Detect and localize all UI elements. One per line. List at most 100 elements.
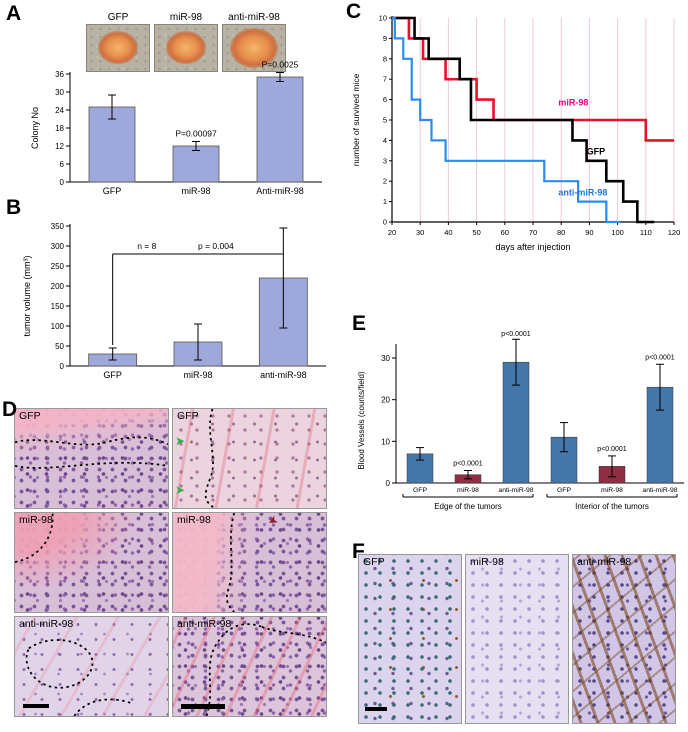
panel-d-label: D <box>2 398 18 421</box>
svg-text:5: 5 <box>383 116 387 125</box>
histology-mir98-1: miR-98 <box>14 512 169 613</box>
svg-text:0: 0 <box>60 362 65 371</box>
histology-anti-mir98-1: anti-miR-98 <box>14 616 169 717</box>
svg-text:GFP: GFP <box>103 186 122 196</box>
svg-text:anti-miR-98: anti-miR-98 <box>558 187 607 197</box>
tumor-boundary-overlay <box>204 409 215 508</box>
tumor-boundary-overlay <box>15 436 168 469</box>
panel-e-label: E <box>352 312 367 335</box>
svg-text:1: 1 <box>383 197 387 206</box>
ihc-label: GFP <box>363 556 385 568</box>
svg-text:GFP: GFP <box>587 147 606 157</box>
svg-text:tumor volume (mm³): tumor volume (mm³) <box>22 255 32 336</box>
svg-text:30: 30 <box>55 88 64 97</box>
svg-text:6: 6 <box>60 160 65 169</box>
ihc-label: anti-miR-98 <box>577 556 632 568</box>
panel-e: E 0 10 20 30 Blood Vessels (counts/field) GFP… <box>348 312 688 538</box>
svg-text:110: 110 <box>640 228 652 237</box>
svg-text:miR-98: miR-98 <box>183 370 212 380</box>
svg-text:number of survived mice: number of survived mice <box>351 73 361 166</box>
colony-image-gfp: GFP <box>86 12 150 72</box>
ihc-label: miR-98 <box>470 556 504 568</box>
svg-text:70: 70 <box>529 228 537 237</box>
svg-text:7: 7 <box>383 75 387 84</box>
svg-text:30: 30 <box>381 354 390 363</box>
svg-text:2: 2 <box>383 177 387 186</box>
svg-text:60: 60 <box>501 228 509 237</box>
svg-text:p<0.0001: p<0.0001 <box>597 446 626 453</box>
svg-text:300: 300 <box>51 242 65 251</box>
svg-text:Anti-miR-98: Anti-miR-98 <box>256 186 304 196</box>
svg-text:50: 50 <box>472 228 480 237</box>
colony-image-anti-mir98: anti-miR-98 <box>222 12 286 72</box>
blood-vessels-bar-chart: 0 10 20 30 Blood Vessels (counts/field) GFP mi… <box>357 331 684 511</box>
svg-text:Interior of the tumors: Interior of the tumors <box>575 502 649 511</box>
green-arrow-icon: ➤ <box>175 483 186 498</box>
survival-step-chart: 20 30 40 50 60 70 80 90 100 110 120 0 1 2 3 4 5 6 7 8 9 10 num… <box>351 14 680 253</box>
svg-text:0: 0 <box>386 479 391 488</box>
svg-text:250: 250 <box>51 262 65 271</box>
ihc-mir98: miR-98 <box>465 554 569 724</box>
panel-f-label: F <box>352 540 365 563</box>
svg-text:Edge of the tumors: Edge of the tumors <box>434 502 502 511</box>
svg-text:18: 18 <box>55 124 64 133</box>
colony-photo-gfp <box>86 24 150 72</box>
histology-label: miR-98 <box>19 514 53 526</box>
svg-text:p<0.0001: p<0.0001 <box>645 354 674 361</box>
svg-text:10: 10 <box>381 437 390 446</box>
svg-text:anti-miR-98: anti-miR-98 <box>642 487 677 494</box>
tumor-boundary-overlay <box>205 623 326 716</box>
svg-text:miR-98: miR-98 <box>181 186 210 196</box>
svg-text:30: 30 <box>416 228 424 237</box>
tumor-boundary-overlay <box>225 513 236 612</box>
ihc-gfp: GFP <box>358 554 462 724</box>
histology-gfp-1: GFP <box>14 408 169 509</box>
svg-text:anti-miR-98: anti-miR-98 <box>260 370 307 380</box>
histology-label: GFP <box>19 410 41 422</box>
svg-text:GFP: GFP <box>413 487 427 494</box>
panel-a: A GFP miR-98 anti-miR-98 0 6 12 18 24 30 36 Col… <box>0 0 340 198</box>
panel-b-label: B <box>6 196 22 219</box>
svg-text:50: 50 <box>55 342 64 351</box>
histology-label: miR-98 <box>177 514 211 526</box>
tumor-boundary-overlay <box>15 513 54 563</box>
colony-label-anti-mir98: anti-miR-98 <box>228 12 280 23</box>
scale-bar <box>23 704 49 708</box>
svg-text:3: 3 <box>383 156 387 165</box>
panel-f: F GFP miR-98 anti-miR-98 <box>348 540 688 732</box>
ihc-anti-mir98: anti-miR-98 <box>572 554 676 724</box>
svg-text:0: 0 <box>60 178 65 187</box>
svg-text:miR-98: miR-98 <box>457 487 479 494</box>
colony-photo-mir98 <box>154 24 218 72</box>
svg-text:200: 200 <box>51 282 65 291</box>
svg-text:GFP: GFP <box>103 370 122 380</box>
panel-c-label: C <box>346 0 362 23</box>
svg-text:Colony No: Colony No <box>30 107 40 149</box>
svg-text:150: 150 <box>51 302 65 311</box>
colony-label-mir98: miR-98 <box>169 12 203 23</box>
svg-text:8: 8 <box>383 54 387 63</box>
svg-text:p<0.0001: p<0.0001 <box>453 461 482 468</box>
svg-text:days after injection: days after injection <box>495 242 570 252</box>
tumor-volume-bar-chart: 0 50 100 150 200 250 300 350 tumor volume (mm³) G… <box>22 222 326 380</box>
svg-text:0: 0 <box>383 218 387 227</box>
histology-mir98-2: miR-98 ➤ <box>172 512 327 613</box>
svg-text:10: 10 <box>379 14 387 23</box>
svg-text:anti-miR-98: anti-miR-98 <box>498 487 533 494</box>
colony-photo-anti-mir98 <box>222 24 286 72</box>
ihc-images: GFP miR-98 anti-miR-98 <box>358 554 676 724</box>
histology-anti-mir98-2: anti-miR-98 <box>172 616 327 717</box>
svg-text:24: 24 <box>55 106 64 115</box>
svg-text:p = 0.004: p = 0.004 <box>198 241 234 251</box>
colony-images: GFP miR-98 anti-miR-98 <box>86 12 286 72</box>
svg-text:90: 90 <box>585 228 593 237</box>
tumor-boundary-overlay <box>25 639 132 716</box>
svg-text:100: 100 <box>51 322 65 331</box>
svg-text:GFP: GFP <box>557 487 571 494</box>
svg-text:p<0.0001: p<0.0001 <box>501 331 530 338</box>
svg-text:Blood Vessels (counts/field): Blood Vessels (counts/field) <box>357 371 366 470</box>
panel-a-label: A <box>6 2 22 25</box>
svg-text:20: 20 <box>388 228 396 237</box>
svg-text:100: 100 <box>611 228 624 237</box>
svg-text:40: 40 <box>444 228 452 237</box>
